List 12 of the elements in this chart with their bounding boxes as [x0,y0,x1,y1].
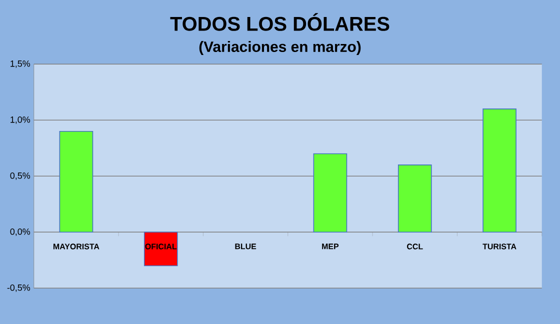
y-tick-label: -0,5% [7,284,30,292]
y-tick-label: 1,0% [10,116,30,124]
bar [59,130,94,233]
bar [398,164,432,233]
y-tick-label: 0,5% [10,172,30,180]
bar [313,153,348,233]
y-tick-label: 0,0% [10,228,30,236]
chart-subtitle: (Variaciones en marzo) [199,41,361,55]
chart-title: TODOS LOS DÓLARES [170,13,390,31]
y-tick-label: 1,5% [10,60,30,68]
bar [144,232,178,266]
bar [482,108,516,233]
